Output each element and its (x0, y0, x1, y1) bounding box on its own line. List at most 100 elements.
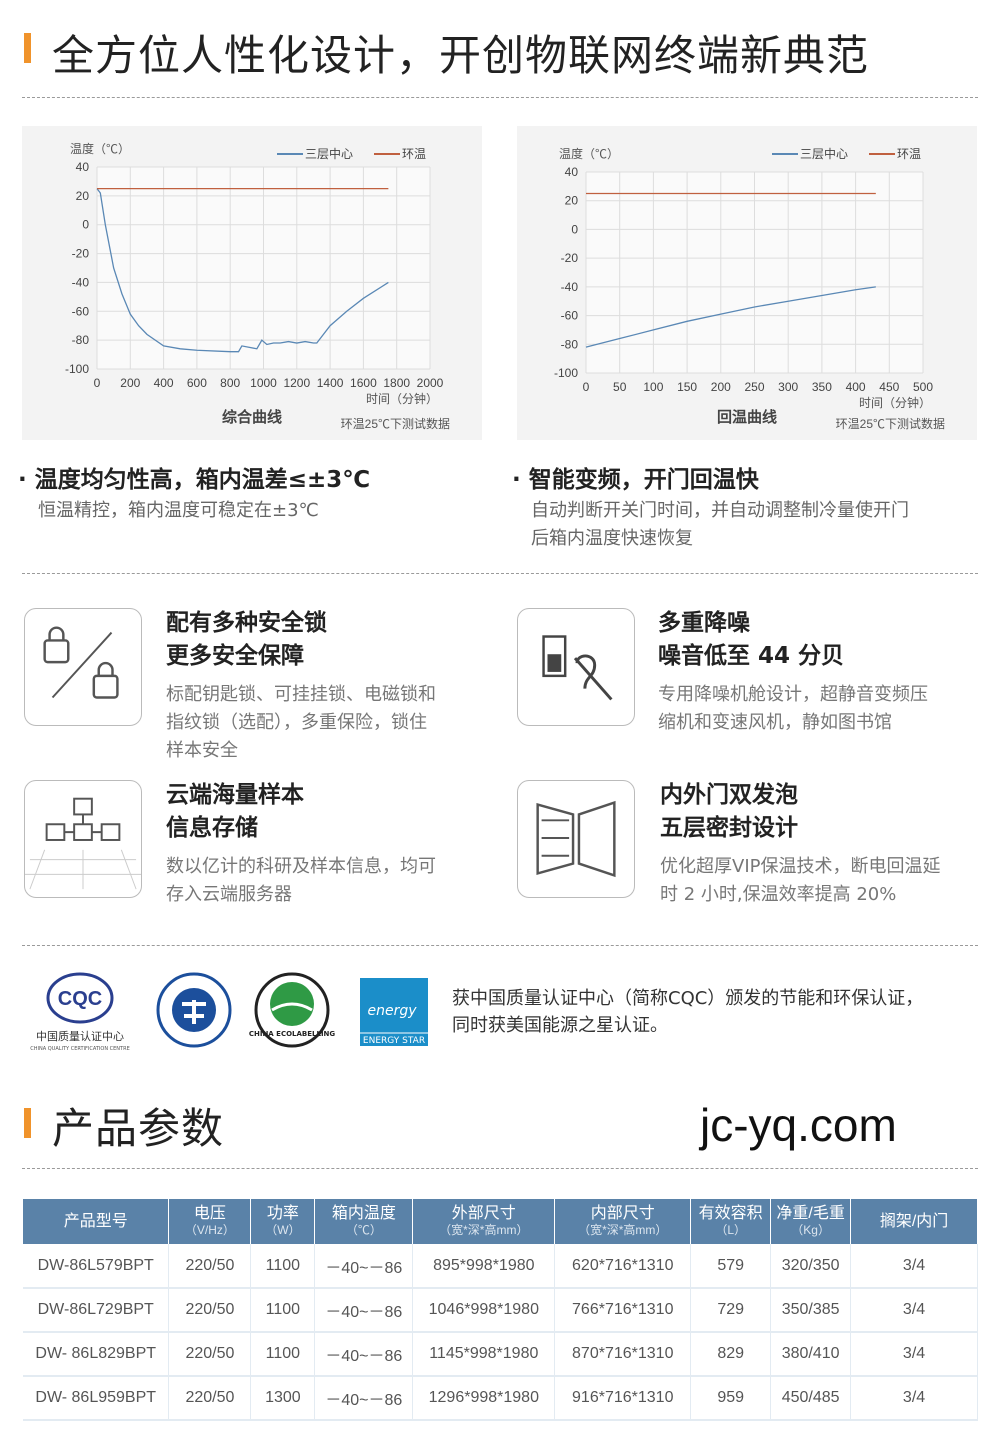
card-desc: 优化超厚VIP保温技术，断电回温延 (660, 856, 941, 877)
cloud-storage-icon (25, 797, 141, 890)
table-cell: 959 (690, 1376, 772, 1421)
feature-card-icon (517, 780, 635, 898)
x-tick-label: 0 (94, 376, 101, 390)
x-tick-label: 200 (711, 380, 731, 394)
table-cell: 1145*998*1980 (412, 1332, 556, 1377)
table-cell: DW- 86L959BPT (23, 1376, 170, 1421)
table-cell: －40~－86 (314, 1332, 414, 1377)
feature-desc: 恒温精控，箱内温度可稳定在±3℃ (38, 500, 319, 521)
column-header: 搁架/内门 (850, 1199, 978, 1244)
y-tick-label: -40 (72, 275, 90, 289)
column-header: 产品型号 (23, 1199, 170, 1244)
table-cell: 320/350 (770, 1244, 852, 1289)
svg-text:energy: energy (367, 1003, 417, 1019)
y-axis-label: 温度（℃） (70, 141, 130, 156)
svg-text:ENERGY STAR: ENERGY STAR (363, 1036, 425, 1046)
x-tick-label: 1400 (317, 376, 344, 390)
x-tick-label: 350 (812, 380, 832, 394)
x-tick-label: 300 (778, 380, 798, 394)
card-title: 内外门双发泡 (660, 782, 798, 808)
table-cell: 1100 (250, 1244, 316, 1289)
column-header: 净重/毛重 （Kg） (770, 1199, 852, 1244)
y-tick-label: -60 (561, 309, 579, 323)
table-cell: －40~－86 (314, 1288, 414, 1333)
x-tick-label: 2000 (417, 376, 444, 390)
table-cell: DW-86L729BPT (23, 1288, 170, 1333)
table-cell: 1296*998*1980 (412, 1376, 556, 1421)
x-tick-label: 200 (120, 376, 140, 390)
door-icon (536, 800, 616, 878)
y-tick-label: -80 (561, 337, 579, 351)
chart-title: 综合曲线 (222, 408, 282, 426)
x-tick-label: 100 (643, 380, 663, 394)
x-tick-label: 250 (744, 380, 764, 394)
feature-card-icon (24, 608, 142, 726)
legend-label: 三层中心 (800, 146, 848, 161)
column-header: 功率 （W） (250, 1199, 316, 1244)
table-cell: 220/50 (168, 1332, 252, 1377)
cert-text: 获中国质量认证中心（简称CQC）颁发的节能和环保认证， (452, 988, 924, 1009)
x-tick-label: 600 (187, 376, 207, 390)
table-cell: 620*716*1310 (554, 1244, 692, 1289)
y-tick-label: -100 (65, 362, 89, 376)
x-tick-label: 150 (677, 380, 697, 394)
card-title: 噪音低至 44 分贝 (658, 643, 845, 669)
x-tick-label: 450 (879, 380, 899, 394)
chart-note: 环温25℃下测试数据 (836, 416, 945, 431)
card-title: 更多安全保障 (166, 643, 304, 669)
page-title: 全方位人性化设计，开创物联网终端新典范 (52, 31, 870, 80)
table-cell: 579 (690, 1244, 772, 1289)
table-row: DW-86L579BPT 220/50 1100 －40~－86 895*998*198… (23, 1244, 978, 1289)
section-title: 产品参数 (52, 1104, 225, 1153)
table-cell: 729 (690, 1288, 772, 1333)
feature-title: · 温度均匀性高，箱内温差≤±3℃ (18, 467, 371, 493)
y-tick-label: 20 (76, 189, 90, 203)
svg-text:CHINA QUALITY CERTIFICATION CE: CHINA QUALITY CERTIFICATION CENTRE (30, 1046, 130, 1052)
table-cell: 895*998*1980 (412, 1244, 556, 1289)
table-cell: 450/485 (770, 1376, 852, 1421)
energy-star-logo: energy ENERGY STAR (360, 978, 428, 1046)
y-tick-label: 0 (571, 222, 578, 236)
x-tick-label: 800 (220, 376, 240, 390)
table-cell: 1100 (250, 1332, 316, 1377)
cert-text: 同时获美国能源之星认证。 (452, 1015, 668, 1036)
feature-title: · 智能变频，开门回温快 (512, 467, 759, 493)
svg-text:中国质量认证中心: 中国质量认证中心 (36, 1030, 124, 1043)
card-title: 配有多种安全锁 (166, 610, 327, 636)
legend-label: 三层中心 (305, 146, 353, 161)
y-tick-label: 20 (565, 194, 579, 208)
card-desc: 缩机和变速风机，静如图书馆 (658, 712, 892, 733)
certification-logos: CQC 中国质量认证中心 CHINA QUALITY CERTIFICATION… (30, 972, 428, 1052)
table-cell: 220/50 (168, 1244, 252, 1289)
column-header: 箱内温度 （℃） (314, 1199, 414, 1244)
divider (22, 573, 978, 574)
table-cell: DW-86L579BPT (23, 1244, 170, 1289)
table-cell: 1100 (250, 1288, 316, 1333)
y-tick-label: -20 (72, 247, 90, 261)
noise-reduction-icon (542, 635, 613, 701)
card-title: 多重降噪 (658, 610, 750, 636)
svg-text:CHINA ECOLABELLING: CHINA ECOLABELLING (249, 1030, 336, 1038)
card-desc: 时 2 小时,保温效率提高 20% (660, 884, 897, 905)
column-header: 有效容积 （L） (690, 1199, 772, 1244)
table-row: DW- 86L829BPT 220/50 1100 －40~－86 1145*998*1… (23, 1332, 978, 1377)
divider (22, 945, 978, 946)
y-tick-label: -20 (561, 251, 579, 265)
table-cell: 3/4 (850, 1332, 978, 1377)
table-cell: 380/410 (770, 1332, 852, 1377)
table-cell: 829 (690, 1332, 772, 1377)
y-tick-label: -80 (72, 333, 90, 347)
table-cell: 350/385 (770, 1288, 852, 1333)
column-header: 外部尺寸 （宽*深*高mm） (412, 1199, 556, 1244)
table-cell: 1046*998*1980 (412, 1288, 556, 1333)
x-axis-label: 时间（分钟） (366, 391, 438, 406)
svg-text:CQC: CQC (58, 988, 102, 1010)
table-cell: DW- 86L829BPT (23, 1332, 170, 1377)
y-tick-label: 0 (82, 218, 89, 232)
feature-card-icon (517, 608, 635, 726)
table-row: DW-86L729BPT 220/50 1100 －40~－86 1046*998*19… (23, 1288, 978, 1333)
card-desc: 样本安全 (166, 740, 238, 761)
y-tick-label: -100 (554, 366, 578, 380)
chart-cooling-curve: 0 200 400 600 800 1000 1200 1400 1600 1800 2000 40 2… (22, 126, 482, 440)
x-tick-label: 0 (583, 380, 590, 394)
